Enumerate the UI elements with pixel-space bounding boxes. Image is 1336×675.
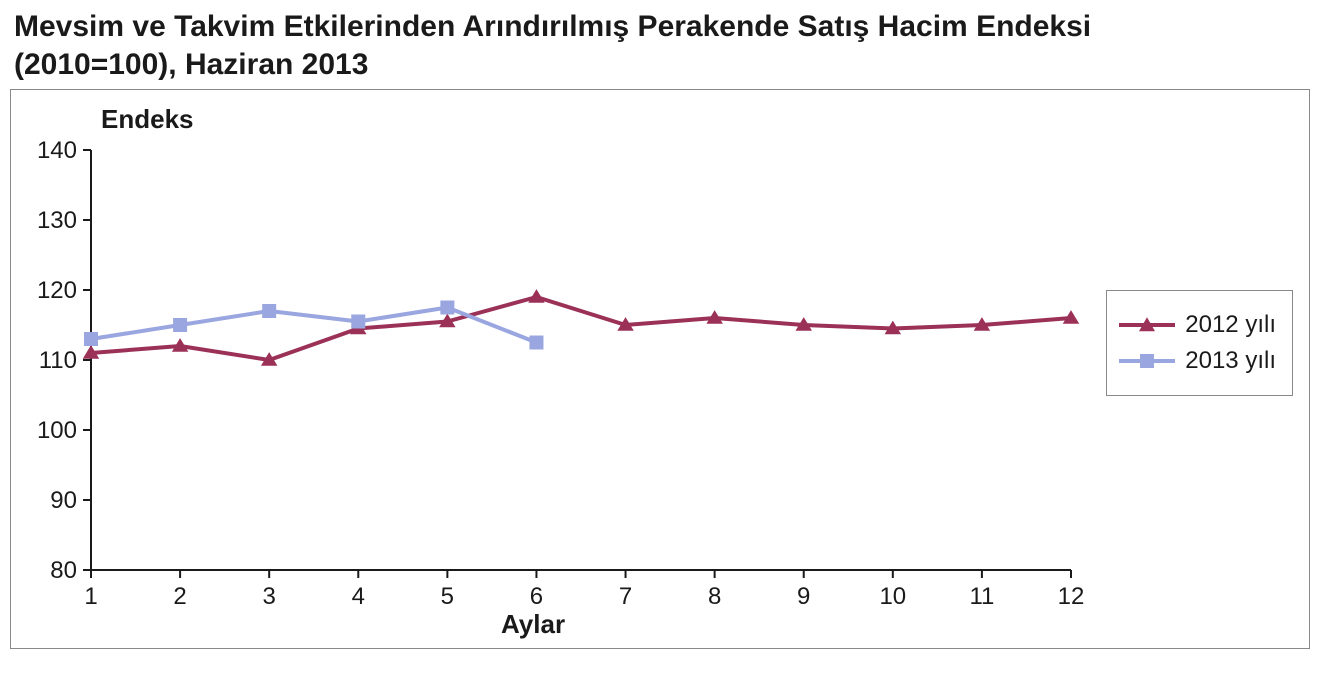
x-tick-label: 6 (530, 583, 543, 610)
x-tick-label: 7 (619, 583, 632, 610)
legend-swatch-2012 (1119, 315, 1175, 335)
x-tick-label: 10 (879, 583, 906, 610)
x-tick-label: 11 (969, 583, 994, 610)
y-tick-label: 140 (37, 137, 77, 164)
y-tick-label: 130 (37, 207, 77, 234)
x-tick-label: 8 (708, 583, 721, 610)
y-tick-label: 120 (37, 277, 77, 304)
x-axis-title: Aylar (501, 609, 565, 640)
y-tick-label: 110 (39, 347, 77, 374)
legend-item-2012: 2012 yılı (1119, 311, 1276, 339)
x-tick-label: 5 (441, 583, 454, 610)
legend: 2012 yılı 2013 yılı (1106, 290, 1293, 396)
y-tick-label: 90 (50, 487, 77, 514)
legend-item-2013: 2013 yılı (1119, 347, 1276, 375)
chart-title-line2: (2010=100), Haziran 2013 (14, 48, 368, 81)
x-tick-label: 1 (84, 583, 97, 610)
x-tick-label: 3 (263, 583, 276, 610)
x-tick-label: 9 (797, 583, 810, 610)
x-tick-label: 2 (173, 583, 186, 610)
chart-title-line1: Mevsim ve Takvim Etkilerinden Arındırılm… (14, 10, 1091, 43)
y-tick-label: 100 (37, 417, 77, 444)
x-tick-label: 12 (1058, 583, 1085, 610)
legend-swatch-2013 (1119, 351, 1175, 371)
y-axis-title: Endeks (101, 104, 194, 135)
y-tick-label: 80 (50, 557, 77, 584)
legend-label-2013: 2013 yılı (1185, 347, 1276, 375)
legend-label-2012: 2012 yılı (1185, 311, 1276, 339)
chart-frame: Endeks 809010011012013014012345678910111… (10, 89, 1310, 649)
x-tick-label: 4 (352, 583, 365, 610)
